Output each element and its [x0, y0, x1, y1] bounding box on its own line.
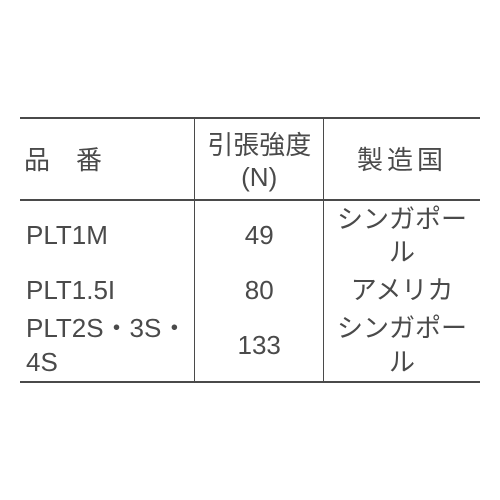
header-part-number: 品 番 — [20, 118, 195, 200]
spec-table-container: 品 番 引張強度(N) 製造国 PLT1M 49 シンガポール PLT1.5I … — [20, 117, 480, 384]
cell-tensile-strength: 80 — [195, 272, 324, 310]
table-header-row: 品 番 引張強度(N) 製造国 — [20, 118, 480, 200]
header-country: 製造国 — [324, 118, 480, 200]
table-row: PLT1.5I 80 アメリカ — [20, 272, 480, 310]
cell-country: シンガポール — [324, 310, 480, 383]
cell-tensile-strength: 133 — [195, 310, 324, 383]
cell-country: シンガポール — [324, 200, 480, 273]
cell-part-number: PLT2S・3S・4S — [20, 310, 195, 383]
spec-table: 品 番 引張強度(N) 製造国 PLT1M 49 シンガポール PLT1.5I … — [20, 117, 480, 384]
table-row: PLT1M 49 シンガポール — [20, 200, 480, 273]
table-row: PLT2S・3S・4S 133 シンガポール — [20, 310, 480, 383]
cell-country: アメリカ — [324, 272, 480, 310]
cell-part-number: PLT1M — [20, 200, 195, 273]
cell-part-number: PLT1.5I — [20, 272, 195, 310]
cell-tensile-strength: 49 — [195, 200, 324, 273]
header-tensile-strength: 引張強度(N) — [195, 118, 324, 200]
